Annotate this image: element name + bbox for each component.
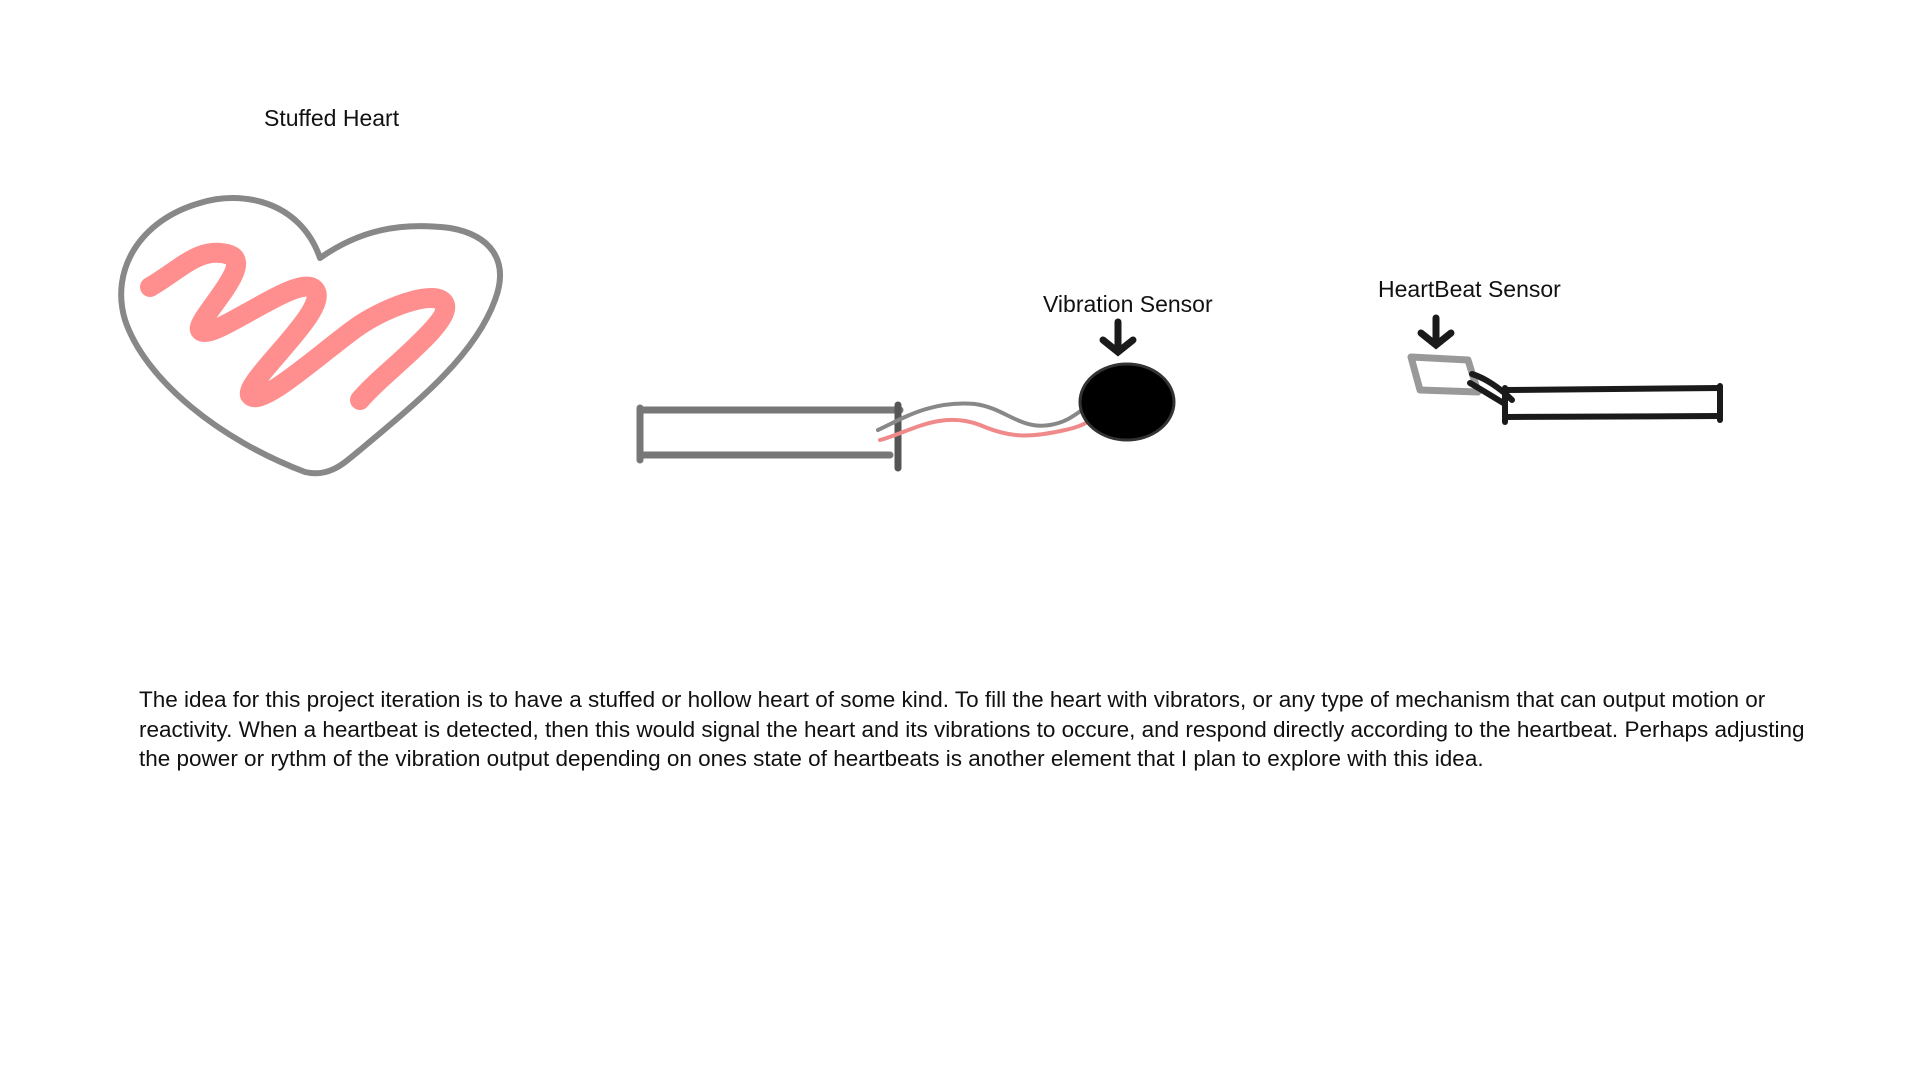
vibration-arrow-icon (1099, 318, 1137, 357)
heartbeat-sensor-label: HeartBeat Sensor (1378, 276, 1561, 302)
heartbeat-arrow-icon (1417, 314, 1455, 350)
heart-outline (118, 194, 503, 477)
stuffed-heart-label: Stuffed Heart (264, 105, 400, 131)
vibration-sensor-disc (1078, 362, 1176, 442)
project-description: The idea for this project iteration is t… (139, 687, 1805, 771)
vibration-gray-wire (876, 401, 1092, 432)
vibration-red-wire (878, 416, 1097, 442)
heartbeat-tube (1502, 383, 1723, 425)
vibration-tube (636, 401, 904, 472)
heart-scribble (140, 242, 456, 410)
heartbeat-sensor-pad (1407, 353, 1482, 396)
vibration-sensor-label: Vibration Sensor (1043, 291, 1213, 317)
